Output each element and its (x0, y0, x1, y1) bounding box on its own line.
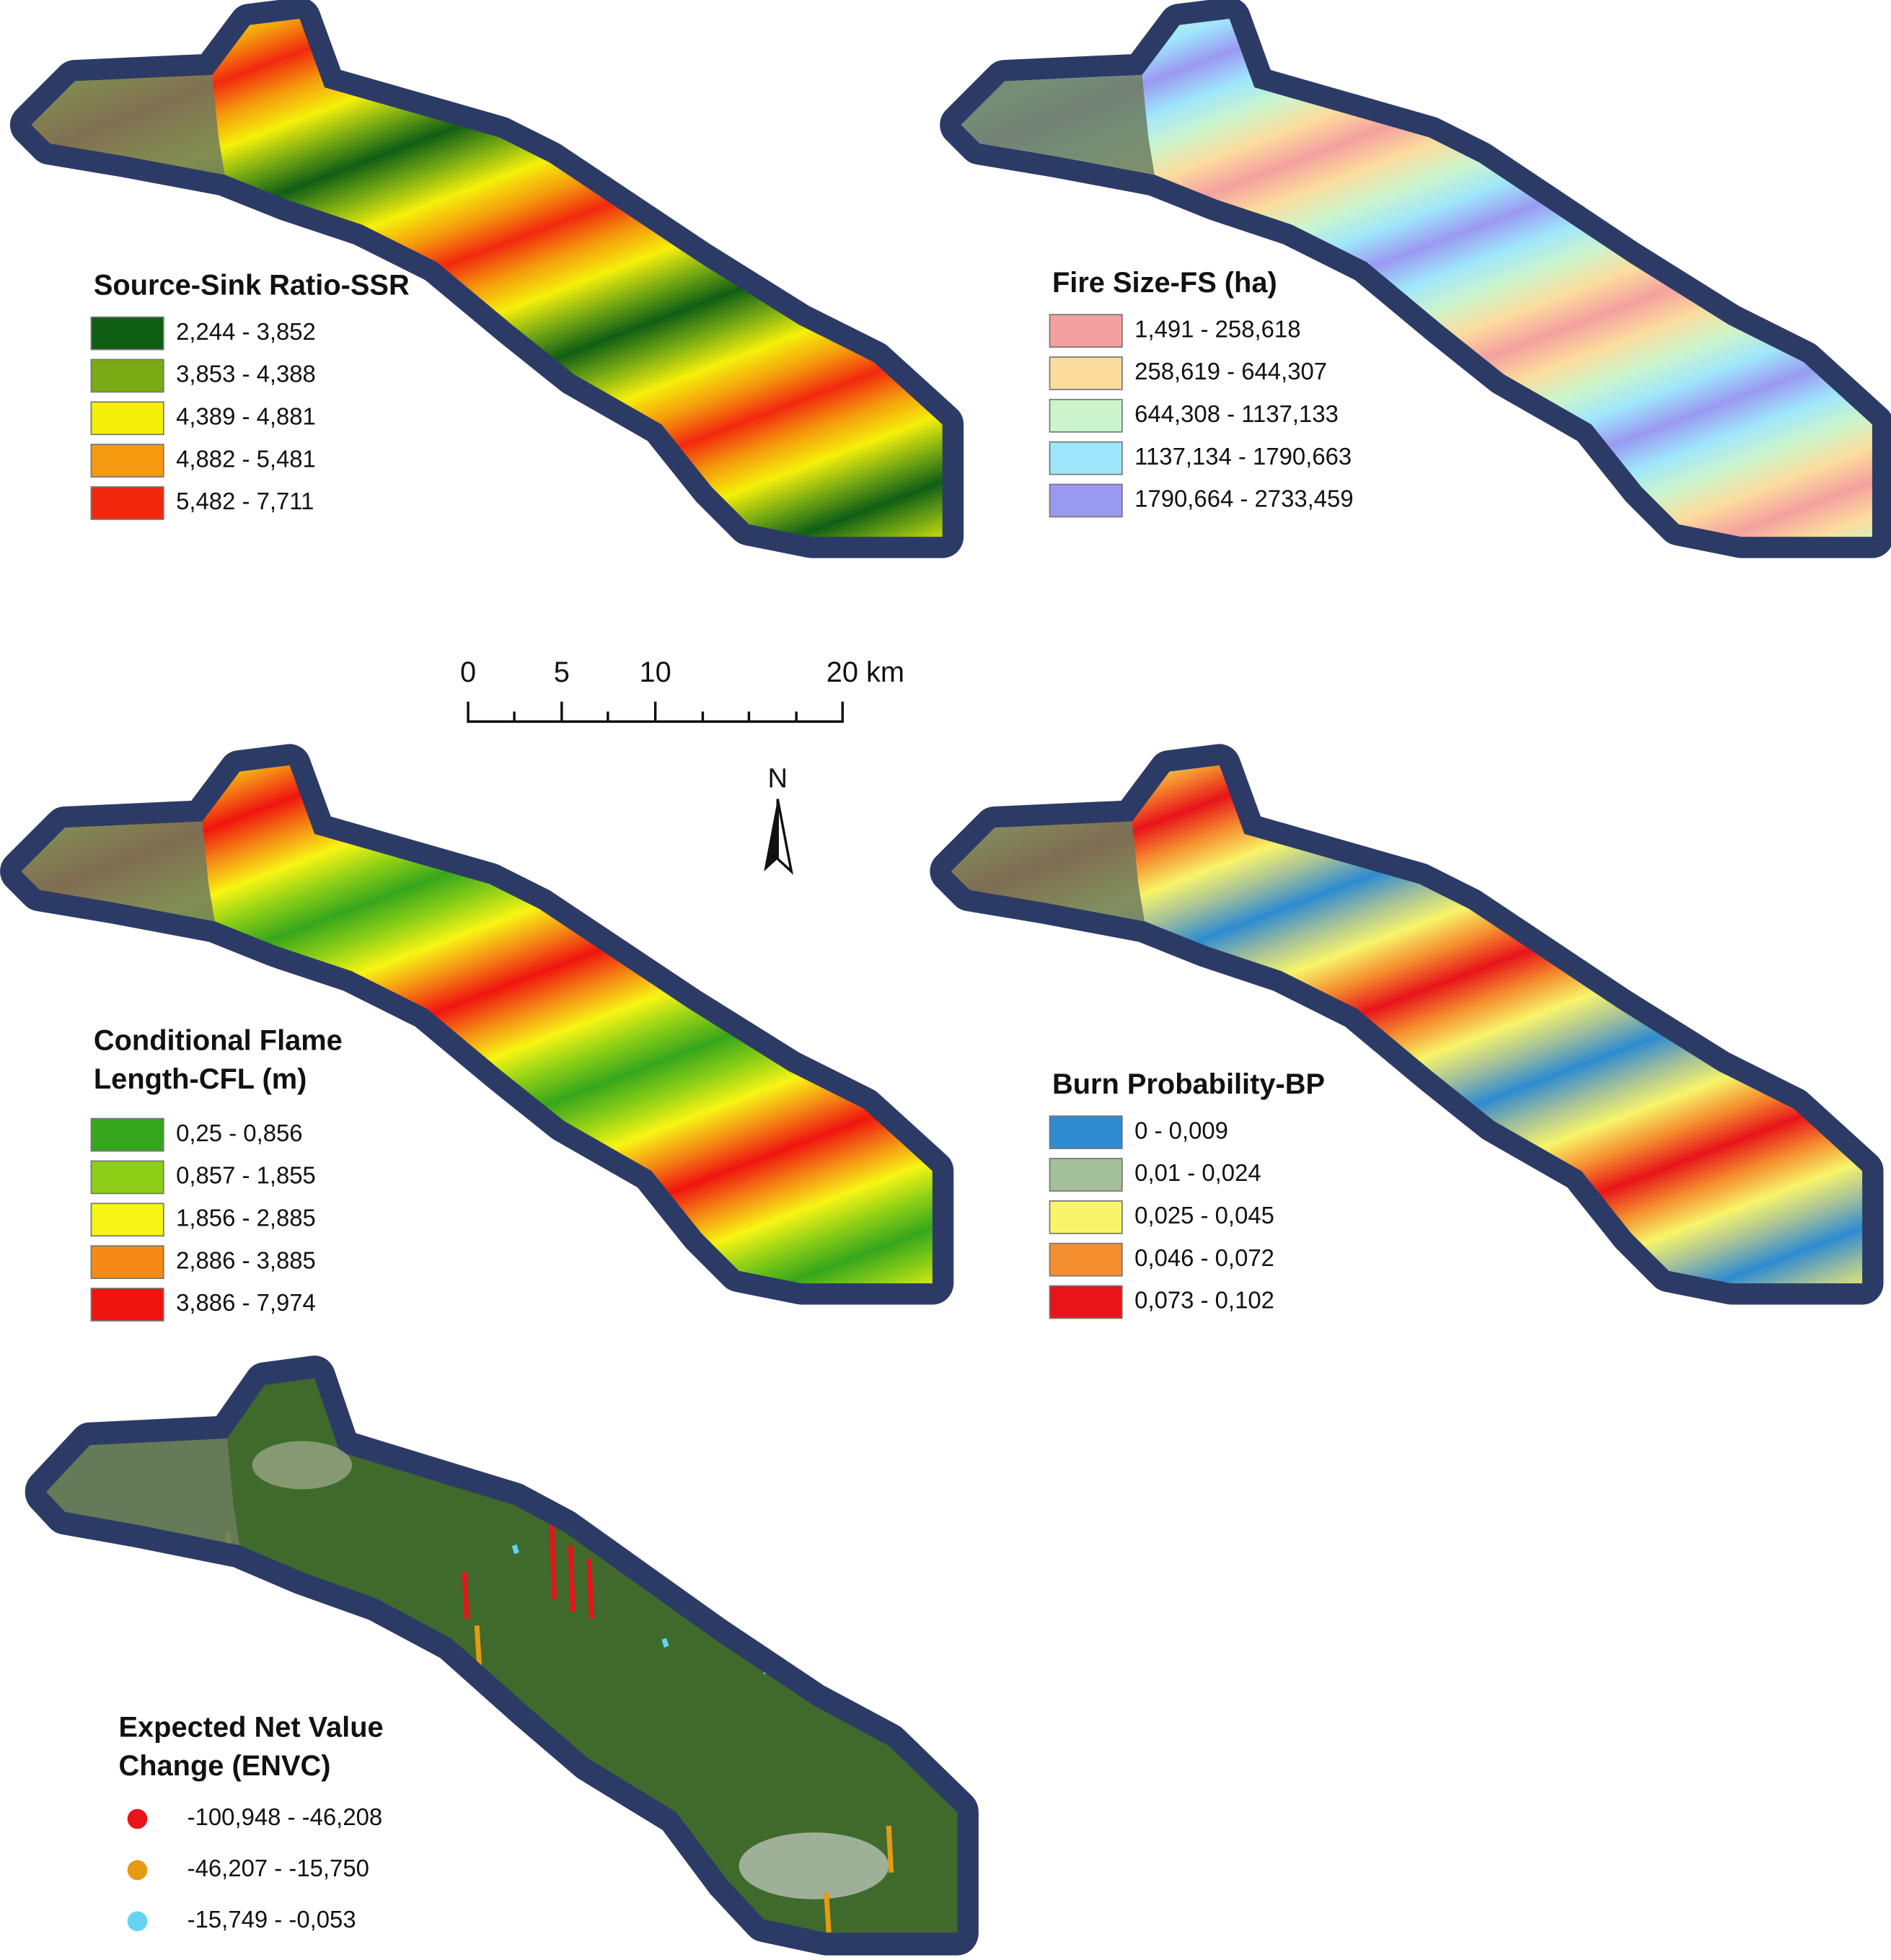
scale-label: 5 (554, 656, 570, 688)
legend-label: 0,025 - 0,045 (1134, 1202, 1274, 1229)
arrow-right (776, 799, 793, 875)
legend-dot (127, 1911, 148, 1932)
legend-swatch (90, 1203, 164, 1237)
island-fill (31, 18, 943, 537)
legend-swatch (1049, 398, 1123, 433)
legend-label: -46,207 - -15,750 (188, 1855, 369, 1881)
legend-label: 0 - 0,009 (1134, 1117, 1228, 1143)
site-bar (568, 1544, 576, 1612)
bare-rock (252, 1441, 353, 1490)
legend-swatch (1049, 441, 1123, 475)
legend-label: 1790,664 - 2733,459 (1134, 485, 1353, 512)
legend-title: Fire Size-FS (ha) (1052, 267, 1277, 299)
legend-dot (127, 1809, 148, 1829)
legend-label: 2,886 - 3,885 (176, 1247, 316, 1273)
legend-label: 4,882 - 5,481 (176, 445, 316, 472)
scale-label: 10 (640, 656, 671, 688)
map-panel: Expected Net Value Change (ENVC) -100,948 … (25, 1355, 979, 1956)
island (0, 744, 954, 1305)
map-panel: Conditional Flame Length-CFL (m) 0,25 - 0,… (0, 744, 954, 1322)
satellite-tip (46, 1438, 240, 1546)
legend-title: Change (ENVC) (118, 1750, 330, 1782)
site-bar (886, 1825, 894, 1873)
legend-swatch (90, 1288, 164, 1322)
legend-label: 0,073 - 0,102 (1134, 1287, 1274, 1314)
island-fill (46, 1378, 958, 1933)
legend-label: 2,244 - 3,852 (176, 318, 316, 345)
legend-swatch (1049, 1242, 1123, 1277)
arrow-left (764, 799, 778, 871)
island-fill (961, 18, 1872, 537)
island (9, 0, 964, 558)
map-panel: Fire Size-FS (ha) 1,491 - 258,618 258,619 … (940, 0, 1891, 558)
legend-swatch (90, 316, 164, 351)
legend-swatch (1049, 1115, 1123, 1149)
site-bar (511, 1544, 519, 1555)
satellite-tip (31, 74, 225, 175)
legend-label: -15,749 - -0,053 (188, 1906, 356, 1933)
site-bar (462, 1571, 470, 1620)
island-fill (951, 765, 1863, 1284)
satellite-tip (21, 821, 215, 922)
legend-label: 1137,134 - 1790,663 (1134, 443, 1352, 470)
north-arrow: N (764, 764, 793, 875)
legend-label: 0,25 - 0,856 (176, 1120, 302, 1146)
legend-label: 1,856 - 2,885 (176, 1204, 316, 1231)
legend-label: 4,389 - 4,881 (176, 403, 316, 429)
site-bar (699, 1905, 707, 1930)
island (940, 0, 1891, 558)
site-bar (549, 1518, 557, 1599)
legend-title: Length-CFL (m) (94, 1063, 307, 1095)
site-bar (661, 1638, 669, 1648)
legend-swatch (1049, 1158, 1123, 1192)
legend-label: 1,491 - 258,618 (1134, 315, 1300, 342)
legend-swatch (90, 444, 164, 478)
scale-ticks (467, 701, 844, 724)
legend-title: Expected Net Value (118, 1711, 383, 1743)
bare-rock (739, 1832, 889, 1899)
legend-swatch (90, 486, 164, 520)
site-bar (824, 1892, 832, 1933)
scale-label: 20 km (827, 656, 904, 688)
legend-swatch (90, 1117, 164, 1152)
legend-swatch (1049, 356, 1123, 390)
north-label: N (767, 764, 788, 794)
legend-label: 0,046 - 0,072 (1134, 1244, 1274, 1271)
satellite-tip (961, 74, 1155, 175)
legend-swatch (1049, 1200, 1123, 1234)
island-fill (21, 765, 933, 1284)
map-panel: Source-Sink Ratio-SSR 2,244 - 3,852 3,853 … (9, 0, 964, 558)
scale-label: 0 (460, 656, 476, 688)
legend-label: 3,853 - 4,388 (176, 361, 316, 387)
site-bar (586, 1558, 594, 1620)
legend-title: Conditional Flame (94, 1025, 343, 1057)
legend-swatch (90, 1245, 164, 1279)
legend-swatch (1049, 314, 1123, 348)
legend-label: 258,619 - 644,307 (1134, 358, 1327, 384)
satellite-tip (951, 821, 1145, 922)
legend-label: 644,308 - 1137,133 (1134, 400, 1339, 427)
legend-swatch (90, 1160, 164, 1195)
legend-swatch (1049, 1285, 1123, 1319)
legend-label: 0,01 - 0,024 (1134, 1159, 1261, 1186)
legend-swatch (1049, 483, 1123, 518)
site-bar (474, 1625, 482, 1666)
map-panel: Burn Probability-BP 0 - 0,009 0,01 - 0,024… (930, 744, 1884, 1319)
island (930, 744, 1884, 1305)
legend-swatch (90, 401, 164, 436)
legend-dot (127, 1860, 148, 1881)
legend-label: 3,886 - 7,974 (176, 1289, 316, 1316)
legend-swatch (90, 359, 164, 393)
scale-bar: 0 5 10 20 km (460, 656, 904, 724)
legend-label: -100,948 - -46,208 (188, 1803, 383, 1830)
island (25, 1355, 979, 1956)
legend-label: 0,857 - 1,855 (176, 1162, 316, 1189)
legend-label: 5,482 - 7,711 (176, 488, 314, 514)
legend-title: Burn Probability-BP (1052, 1068, 1325, 1100)
legend-title: Source-Sink Ratio-SSR (94, 270, 410, 302)
